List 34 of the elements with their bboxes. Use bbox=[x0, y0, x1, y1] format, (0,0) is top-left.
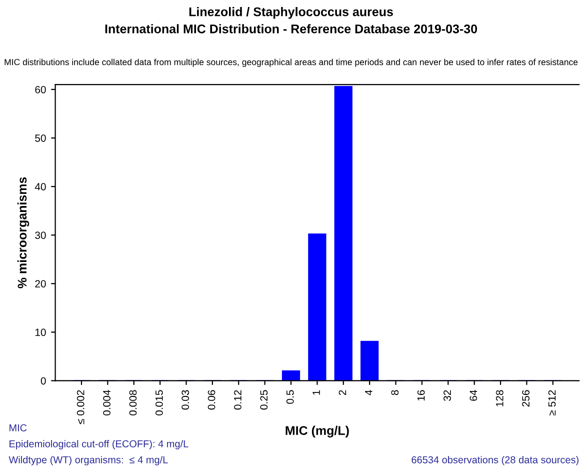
chart-subtitle: MIC distributions include collated data from multiple sources, geographical areas and time periods and can never be used to infer rates of resistance bbox=[4, 58, 578, 67]
x-tick-label: 0.008 bbox=[129, 390, 137, 416]
x-tick-label: 32 bbox=[444, 390, 451, 401]
text: MIC bbox=[10, 424, 27, 432]
y-tick-label: 0 bbox=[40, 377, 46, 385]
chart-title: Linezolid / Staphylococcus aureus International MIC Distribution - Reference Database 2019-03-30 bbox=[105, 7, 478, 34]
text: 66534 observations (28 data sources) bbox=[412, 456, 578, 466]
x-tick-label: 0.015 bbox=[155, 390, 163, 416]
x-tick-label: ≤ 0.002 bbox=[76, 390, 84, 424]
x-tick-label: ≥ 512 bbox=[548, 390, 556, 416]
x-tick-label: 0.25 bbox=[260, 390, 268, 410]
x-tick-label: 0.03 bbox=[182, 390, 190, 410]
x-tick-label: 128 bbox=[496, 390, 504, 406]
x-tick-label: 2 bbox=[338, 390, 346, 395]
y-tick-label: 20 bbox=[35, 280, 46, 288]
x-tick-label: 16 bbox=[417, 390, 425, 401]
x-tick-label: 8 bbox=[391, 390, 399, 396]
y-tick-label: 60 bbox=[35, 86, 46, 94]
x-tick-label: 1 bbox=[312, 390, 320, 395]
x-tick-label: 4 bbox=[365, 390, 372, 396]
x-tick-label: 0.004 bbox=[103, 390, 110, 416]
y-tick-label: 40 bbox=[34, 183, 46, 190]
x-tick-label: 0.5 bbox=[286, 390, 294, 404]
y-tick-label: 30 bbox=[35, 232, 46, 239]
y-tick-label: 50 bbox=[35, 134, 46, 142]
text: Wildtype (WT) organisms: ≤ 4 mg/L bbox=[8, 456, 168, 466]
y-axis-title: % microorganisms bbox=[17, 177, 30, 288]
y-tick-label: 10 bbox=[35, 328, 46, 336]
x-tick-label: 0.12 bbox=[234, 390, 242, 410]
x-tick-label: 256 bbox=[522, 390, 530, 407]
x-tick-label: 64 bbox=[470, 390, 478, 401]
x-tick-label: 0.06 bbox=[208, 390, 216, 410]
x-axis-title: MIC (mg/L) bbox=[286, 426, 349, 438]
text: Epidemiological cut-off (ECOFF): 4 mg/L bbox=[10, 440, 188, 450]
